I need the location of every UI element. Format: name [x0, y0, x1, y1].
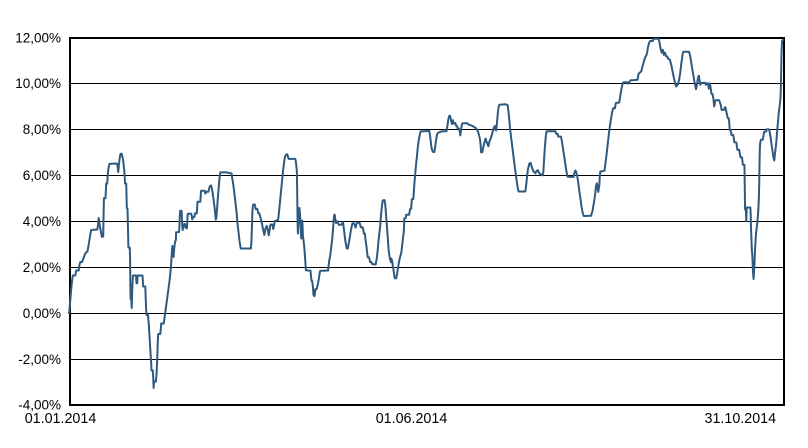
svg-text:0,00%: 0,00% [23, 306, 61, 321]
svg-text:6,00%: 6,00% [23, 168, 61, 183]
svg-text:-2,00%: -2,00% [18, 352, 61, 367]
svg-text:10,00%: 10,00% [15, 76, 61, 91]
svg-text:8,00%: 8,00% [23, 122, 61, 137]
svg-text:4,00%: 4,00% [23, 214, 61, 229]
svg-text:12,00%: 12,00% [15, 30, 61, 45]
svg-text:01.01.2014: 01.01.2014 [25, 411, 97, 427]
svg-text:31.10.2014: 31.10.2014 [705, 411, 777, 427]
svg-text:2,00%: 2,00% [23, 260, 61, 275]
svg-text:-4,00%: -4,00% [18, 398, 61, 413]
svg-text:01.06.2014: 01.06.2014 [376, 411, 448, 427]
